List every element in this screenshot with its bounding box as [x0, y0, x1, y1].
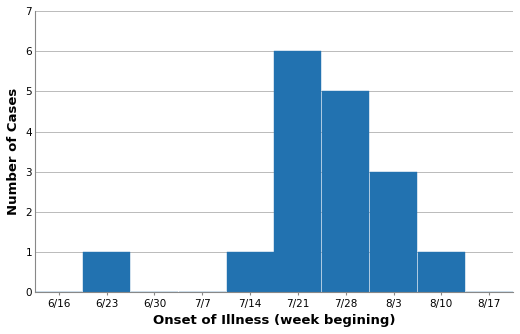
- X-axis label: Onset of Illness (week begining): Onset of Illness (week begining): [153, 314, 395, 327]
- Bar: [227, 252, 274, 292]
- Bar: [83, 252, 130, 292]
- Bar: [370, 172, 417, 292]
- Y-axis label: Number of Cases: Number of Cases: [7, 88, 20, 215]
- Bar: [418, 252, 465, 292]
- Bar: [322, 91, 369, 292]
- Bar: [275, 51, 321, 292]
